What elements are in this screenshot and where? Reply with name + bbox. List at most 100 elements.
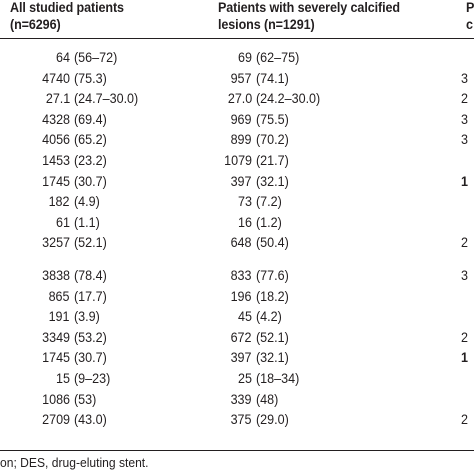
header-all-patients-n: (n=6296) — [10, 17, 61, 32]
all-patients-count: 1086 — [42, 391, 70, 407]
calcified-value: (21.7) — [256, 153, 289, 168]
table-row: 1745 (30.7) 397 (32.1) 1 — [0, 348, 474, 368]
calcified-value: (29.0) — [256, 412, 289, 428]
all-patients-value: (56–72) — [74, 50, 118, 65]
all-patients-count: 191 — [49, 309, 70, 325]
table-row: 4740 (75.3) 957 (74.1) 3 — [0, 69, 474, 89]
table-row: 15 (9–23) 25 (18–34) — [0, 369, 474, 389]
calcified-value: (4.2) — [256, 309, 282, 325]
calcified-count: 397 — [231, 350, 252, 366]
table-row: 4056 (65.2) 899 (70.2) 3 — [0, 130, 474, 150]
calcified-count: 1079 — [224, 153, 252, 168]
calcified-value: (7.2) — [256, 194, 282, 210]
all-patients-value: (52.1) — [74, 235, 107, 251]
all-patients-count: 182 — [49, 194, 70, 210]
header-p-value-line2: c — [466, 17, 473, 32]
table-row: 64 (56–72) 69 (62–75) — [0, 48, 474, 68]
p-value-cell: 1 — [461, 350, 468, 366]
calcified-value: (77.6) — [256, 268, 289, 283]
calcified-count: 648 — [231, 235, 252, 251]
table-footnote: on; DES, drug-eluting stent. — [0, 455, 149, 470]
all-patients-value: (24.7–30.0) — [74, 91, 139, 107]
p-value-cell: 2 — [461, 235, 468, 251]
p-value-cell: 3 — [461, 70, 468, 86]
calcified-count: 899 — [231, 132, 252, 148]
calcified-count: 45 — [238, 309, 252, 325]
header-calcified-n: lesions (n=1291) — [218, 17, 315, 32]
all-patients-count: 1745 — [42, 350, 70, 366]
all-patients-value: (17.7) — [74, 288, 107, 304]
all-patients-value: (69.4) — [74, 111, 107, 127]
p-value-cell: 1 — [461, 173, 468, 189]
calcified-count: 375 — [231, 412, 252, 428]
table-row: 191 (3.9) 45 (4.2) — [0, 307, 474, 327]
calcified-value: (1.2) — [256, 214, 282, 230]
all-patients-count: 1453 — [42, 153, 70, 168]
all-patients-count: 3257 — [42, 235, 70, 251]
calcified-count: 196 — [231, 288, 252, 304]
table-row: 27.1 (24.7–30.0) 27.0 (24.2–30.0) 2 — [0, 89, 474, 109]
calcified-value: (74.1) — [256, 70, 289, 86]
all-patients-value: (30.7) — [74, 350, 107, 366]
calcified-count: 957 — [231, 70, 252, 86]
table-row: 61 (1.1) 16 (1.2) — [0, 213, 474, 233]
all-patients-value: (53.2) — [74, 329, 107, 345]
header-all-patients: All studied patients — [10, 0, 124, 15]
p-value-cell: 2 — [461, 329, 468, 345]
all-patients-value: (30.7) — [74, 173, 107, 189]
p-value-cell: 3 — [461, 268, 468, 283]
table-row: 865 (17.7) 196 (18.2) — [0, 287, 474, 307]
all-patients-count: 4740 — [42, 70, 70, 86]
calcified-count: 969 — [231, 111, 252, 127]
all-patients-value: (43.0) — [74, 412, 107, 428]
calcified-value: (52.1) — [256, 329, 289, 345]
all-patients-count: 4056 — [42, 132, 70, 148]
calcified-value: (62–75) — [256, 50, 300, 65]
table-row: 4328 (69.4) 969 (75.5) 3 — [0, 110, 474, 130]
calcified-count: 833 — [231, 268, 252, 283]
header-rule — [0, 38, 474, 39]
all-patients-count: 27.1 — [45, 91, 70, 107]
all-patients-value: (9–23) — [74, 371, 111, 386]
all-patients-count: 15 — [56, 371, 70, 386]
calcified-value: (32.1) — [256, 350, 289, 366]
calcified-value: (75.5) — [256, 111, 289, 127]
table-row: 1745 (30.7) 397 (32.1) 1 — [0, 172, 474, 192]
header-calcified: Patients with severely calcified — [218, 0, 400, 15]
all-patients-value: (4.9) — [74, 194, 100, 210]
calcified-count: 397 — [231, 173, 252, 189]
calcified-count: 69 — [238, 50, 252, 65]
all-patients-count: 64 — [56, 50, 70, 65]
calcified-count: 25 — [238, 371, 252, 386]
all-patients-count: 61 — [56, 214, 70, 230]
table-row: 3349 (53.2) 672 (52.1) 2 — [0, 328, 474, 348]
footer-rule — [0, 450, 474, 451]
calcified-count: 73 — [238, 194, 252, 210]
calcified-value: (48) — [256, 391, 279, 407]
all-patients-value: (3.9) — [74, 309, 100, 325]
all-patients-count: 4328 — [42, 111, 70, 127]
table-row: 2709 (43.0) 375 (29.0) 2 — [0, 410, 474, 430]
table-row: 3257 (52.1) 648 (50.4) 2 — [0, 233, 474, 253]
p-value-cell: 2 — [461, 412, 468, 428]
all-patients-count: 865 — [49, 288, 70, 304]
table-row: 1086 (53) 339 (48) — [0, 390, 474, 410]
header-p-value: P — [466, 0, 474, 15]
calcified-value: (32.1) — [256, 173, 289, 189]
calcified-value: (50.4) — [256, 235, 289, 251]
all-patients-value: (78.4) — [74, 268, 107, 283]
calcified-count: 339 — [231, 391, 252, 407]
calcified-value: (18.2) — [256, 288, 289, 304]
calcified-count: 16 — [238, 214, 252, 230]
all-patients-count: 3349 — [42, 329, 70, 345]
calcified-value: (24.2–30.0) — [256, 91, 321, 107]
calcified-value: (18–34) — [256, 371, 300, 386]
calcified-value: (70.2) — [256, 132, 289, 148]
p-value-cell: 3 — [461, 132, 468, 148]
all-patients-value: (65.2) — [74, 132, 107, 148]
all-patients-value: (1.1) — [74, 214, 100, 230]
p-value-cell: 3 — [461, 111, 468, 127]
all-patients-value: (53) — [74, 391, 97, 407]
calcified-count: 27.0 — [227, 91, 252, 107]
